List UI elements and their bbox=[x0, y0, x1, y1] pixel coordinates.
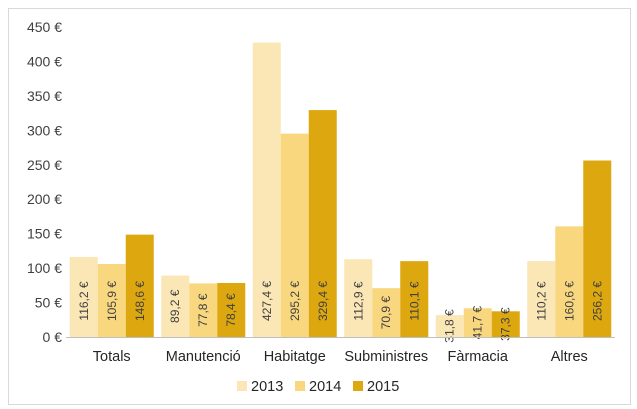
y-tick-label: 0 € bbox=[43, 329, 63, 345]
data-label: 70,9 € bbox=[379, 296, 393, 330]
data-label: 105,9 € bbox=[105, 281, 119, 321]
data-label: 110,2 € bbox=[534, 281, 548, 320]
bar bbox=[435, 315, 464, 337]
x-tick-label: Altres bbox=[551, 349, 588, 365]
bar bbox=[189, 283, 218, 337]
y-tick-label: 300 € bbox=[27, 122, 62, 138]
data-label: 77,8 € bbox=[196, 293, 210, 327]
data-label: 160,6 € bbox=[562, 281, 576, 321]
data-label: 89,2 € bbox=[168, 289, 182, 323]
y-tick-label: 250 € bbox=[27, 157, 62, 173]
data-label: 41,7 € bbox=[471, 306, 485, 340]
data-label: 112,9 € bbox=[351, 281, 365, 320]
legend-label: 2014 bbox=[309, 379, 341, 395]
data-label: 256,2 € bbox=[590, 281, 604, 321]
y-tick-label: 50 € bbox=[35, 295, 62, 311]
data-labels: 116,2 € 105,9 € 148,6 € 89,2 € 77,8 € 78,4 € 4… bbox=[77, 281, 605, 343]
bar bbox=[583, 160, 612, 337]
bar bbox=[252, 42, 281, 338]
x-tick-label: Totals bbox=[93, 349, 131, 365]
bar bbox=[372, 288, 401, 337]
bar bbox=[463, 308, 492, 337]
bar bbox=[527, 261, 556, 337]
y-tick-label: 200 € bbox=[27, 191, 62, 207]
data-label: 295,2 € bbox=[288, 281, 302, 321]
legend-swatch bbox=[237, 381, 247, 391]
bar bbox=[161, 275, 190, 337]
legend-swatch bbox=[353, 381, 363, 391]
x-tick-label: Fàrmacia bbox=[448, 349, 509, 365]
data-label: 31,8 € bbox=[443, 309, 457, 343]
y-tick-label: 150 € bbox=[27, 226, 62, 242]
data-label: 37,3 € bbox=[499, 307, 513, 341]
x-axis: Totals Manutenció Habitatge Subministres Fàr… bbox=[93, 349, 588, 365]
legend-item: 2014 bbox=[295, 379, 341, 395]
y-tick-label: 450 € bbox=[27, 19, 62, 35]
bar bbox=[344, 259, 373, 337]
legend-label: 2015 bbox=[367, 379, 399, 395]
y-axis: 0 € 50 € 100 € 150 € 200 € 250 € 300 € 350 € 400… bbox=[27, 19, 62, 345]
x-tick-label: Manutenció bbox=[166, 349, 241, 365]
bar bbox=[125, 234, 154, 337]
bar bbox=[97, 264, 126, 337]
x-tick-label: Subministres bbox=[344, 349, 428, 365]
legend-swatch bbox=[295, 381, 305, 391]
data-label: 116,2 € bbox=[77, 281, 91, 320]
bar bbox=[308, 110, 337, 337]
y-tick-label: 400 € bbox=[27, 53, 62, 69]
legend: 2013 2014 2015 bbox=[237, 379, 399, 395]
bar bbox=[555, 226, 584, 337]
legend-label: 2013 bbox=[251, 379, 283, 395]
y-tick-label: 100 € bbox=[27, 260, 62, 276]
x-tick-label: Habitatge bbox=[264, 349, 326, 365]
data-label: 329,4 € bbox=[316, 281, 330, 321]
legend-item: 2015 bbox=[353, 379, 399, 395]
bar bbox=[217, 282, 246, 337]
bars bbox=[69, 42, 612, 338]
bar bbox=[69, 256, 98, 337]
bar bbox=[400, 261, 429, 337]
bar bbox=[280, 133, 309, 337]
legend-item: 2013 bbox=[237, 379, 283, 395]
data-label: 110,1 € bbox=[407, 281, 421, 320]
bar bbox=[491, 311, 520, 337]
y-tick-label: 350 € bbox=[27, 88, 62, 104]
data-label: 427,4 € bbox=[260, 281, 274, 321]
data-label: 78,4 € bbox=[224, 293, 238, 327]
data-label: 148,6 € bbox=[133, 281, 147, 321]
